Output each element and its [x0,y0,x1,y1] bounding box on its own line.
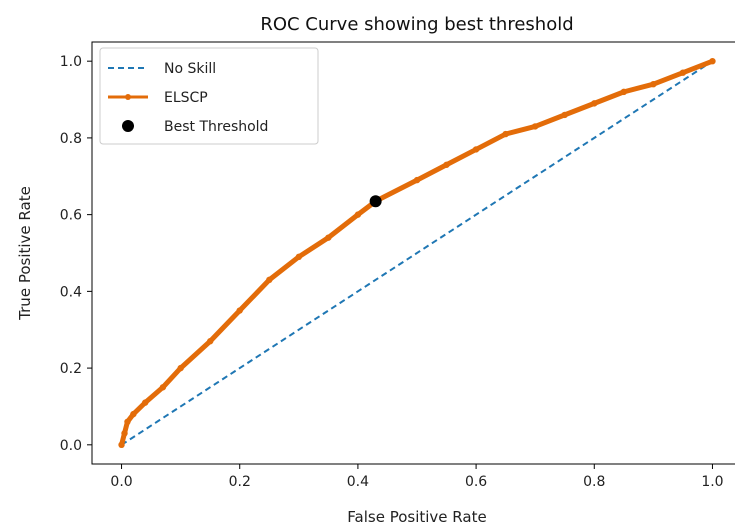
x-tick-label: 0.6 [465,474,487,490]
y-tick-label: 1.0 [60,54,82,70]
y-tick-label: 0.2 [60,361,82,377]
data-layer [118,57,716,449]
elscp-point [121,430,128,437]
elscp-point [295,253,303,261]
elscp-point [236,307,243,314]
elscp-point [325,234,332,241]
elscp-point [620,88,628,96]
elscp-point [709,57,716,65]
elscp-point [531,123,539,130]
elscp-point [141,399,149,406]
legend-elscp-marker [125,94,131,100]
x-tick-label: 1.0 [701,474,723,490]
legend-no-skill-label: No Skill [164,61,216,77]
elscp-point [443,161,450,168]
elscp-point [118,441,125,449]
elscp-point [354,211,362,218]
y-axis-label: True Positive Rate [16,186,34,321]
elscp-point [177,364,184,372]
x-tick-label: 0.8 [583,474,605,490]
legend-elscp-label: ELSCP [164,90,208,106]
elscp-point [472,146,480,153]
elscp-point [591,100,598,107]
x-tick-label: 0.2 [229,474,251,490]
elscp-point [130,410,137,418]
legend-best-threshold-marker [122,120,134,132]
plot-area-frame [91,41,735,465]
legend-best-threshold-label: Best Threshold [164,119,268,135]
best-threshold-point [369,195,382,208]
elscp-point [266,276,273,284]
elscp-point [561,111,568,119]
x-tick-label: 0.0 [110,474,132,490]
elscp-point [650,81,657,88]
elscp-point [124,418,131,425]
y-tick-label: 0.4 [60,284,82,300]
chart-title: ROC Curve showing best threshold [260,14,573,35]
elscp-point [413,176,421,184]
legend-box [99,47,319,145]
y-tick-label: 0.8 [60,131,82,147]
ticks-layer: 0.0 0.2 0.4 0.6 0.8 1.0 0.0 0.2 0.4 0.6 0.8 1.0 [60,54,724,490]
x-tick-label: 0.4 [347,474,369,490]
elscp-point [502,130,509,138]
elscp-point [159,384,167,391]
legend: No Skill ELSCP Best Threshold [99,47,319,145]
no-skill-line [121,60,713,446]
y-tick-label: 0.0 [60,438,82,454]
elscp-point [206,338,214,345]
elscp-point [679,69,687,76]
x-axis-label: False Positive Rate [347,508,486,526]
y-tick-label: 0.6 [60,208,82,224]
